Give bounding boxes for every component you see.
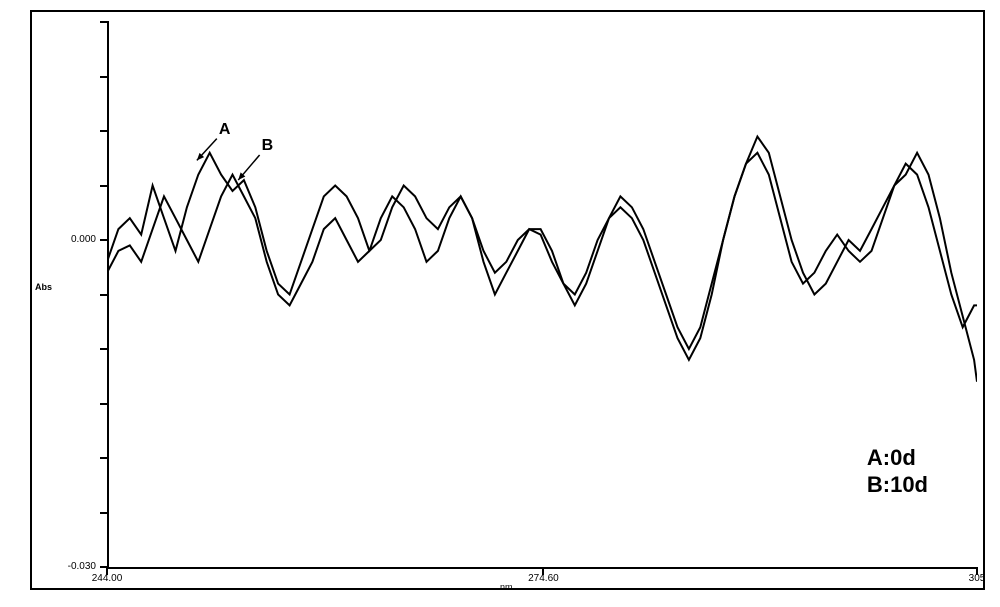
y-tick-label: -0.030 <box>42 561 96 572</box>
legend-item-A: A:0d <box>867 445 928 471</box>
legend-item-B: B:10d <box>867 472 928 498</box>
y-tick-label: 0.000 <box>42 234 96 245</box>
legend: A:0dB:10d <box>867 445 928 498</box>
x-axis-title: nm. <box>500 582 515 592</box>
y-axis-title: Abs <box>35 282 52 292</box>
x-tick-label: 274.60 <box>528 573 559 584</box>
plot-area: AB <box>107 22 977 567</box>
chart-frame: Abs 0.000 -0.030 244.00 274.60 305 AB nm. A… <box>30 10 985 590</box>
x-tick-label: 305 <box>969 573 986 584</box>
annotation-arrow-B <box>107 22 977 567</box>
x-tick-label: 244.00 <box>92 573 123 584</box>
